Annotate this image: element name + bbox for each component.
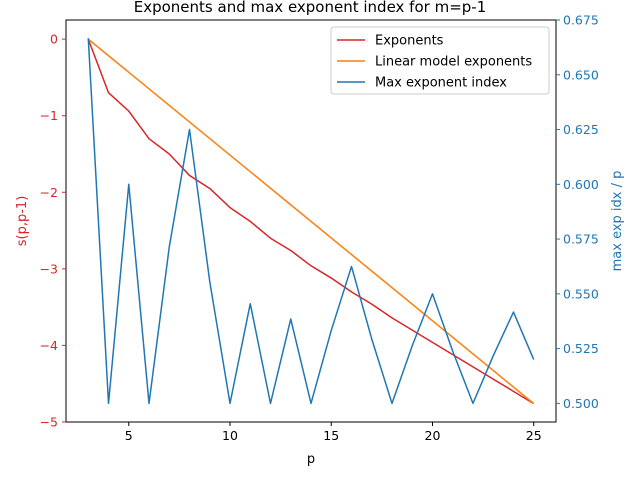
left-y-tick-label: 0 bbox=[50, 32, 58, 47]
legend: Exponents Linear model exponents Max expon… bbox=[330, 26, 550, 95]
x-tick-label: 25 bbox=[526, 428, 542, 443]
legend-label: Linear model exponents bbox=[375, 55, 532, 70]
plot-area bbox=[65, 19, 557, 423]
series-line-2 bbox=[87, 38, 535, 405]
right-y-tick-label: 0.650 bbox=[563, 67, 599, 82]
x-tick-label: 20 bbox=[425, 428, 441, 443]
right-y-tick-label: 0.675 bbox=[563, 13, 599, 28]
chart-title: Exponents and max exponent index for m=p… bbox=[134, 0, 487, 16]
right-y-tick-label: 0.575 bbox=[563, 232, 599, 247]
left-y-tick-label: −3 bbox=[40, 261, 58, 276]
series-lines bbox=[87, 38, 535, 405]
left-y-tick-label: −5 bbox=[40, 415, 58, 430]
right-y-tick-label: 0.500 bbox=[563, 396, 599, 411]
x-tick-label: 10 bbox=[222, 428, 238, 443]
left-y-tick-label: −4 bbox=[40, 338, 58, 353]
left-y-axis: 0 −1 −2 −3 −4 −5 bbox=[40, 32, 66, 430]
right-y-tick-label: 0.600 bbox=[563, 177, 599, 192]
legend-box bbox=[330, 26, 550, 95]
right-y-tick-label: 0.550 bbox=[563, 286, 599, 301]
x-tick-label: 15 bbox=[323, 428, 339, 443]
right-y-axis: 0.500 0.525 0.550 0.575 0.600 0.625 0.650 0.675 bbox=[556, 13, 599, 411]
legend-label: Exponents bbox=[375, 34, 444, 49]
legend-label: Max exponent index bbox=[375, 76, 507, 91]
series-line-1 bbox=[87, 38, 535, 405]
left-y-tick-label: −2 bbox=[40, 185, 58, 200]
x-axis: 5 10 15 20 25 bbox=[125, 422, 542, 443]
left-y-tick-label: −1 bbox=[40, 108, 58, 123]
left-y-axis-label: s(p,p-1) bbox=[15, 196, 30, 247]
x-tick-label: 5 bbox=[125, 428, 133, 443]
right-y-tick-label: 0.525 bbox=[563, 341, 599, 356]
x-axis-label: p bbox=[307, 452, 315, 467]
right-y-tick-label: 0.625 bbox=[563, 122, 599, 137]
right-y-axis-label: max exp idx / p bbox=[610, 171, 625, 272]
series-line-0 bbox=[87, 38, 535, 405]
